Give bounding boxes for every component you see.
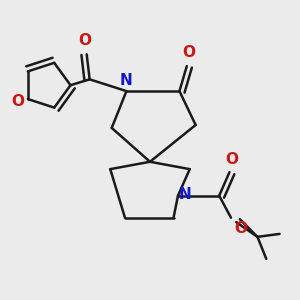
Text: O: O: [234, 221, 247, 236]
Text: O: O: [182, 45, 195, 60]
Text: O: O: [11, 94, 24, 109]
Text: N: N: [119, 73, 132, 88]
Text: O: O: [225, 152, 239, 167]
Text: O: O: [79, 33, 92, 48]
Text: N: N: [178, 187, 191, 202]
